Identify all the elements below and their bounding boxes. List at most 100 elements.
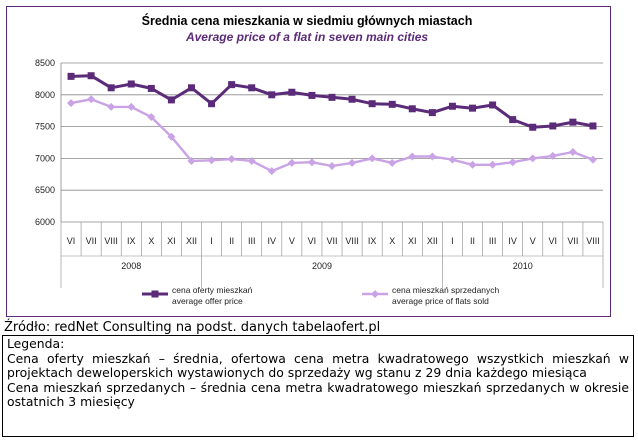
x-tick-label: I	[210, 236, 213, 246]
chart-title: Średnia cena mieszkania w siedmiu główny…	[142, 13, 473, 28]
data-point-offer	[208, 100, 216, 108]
legend-label-en: average offer price	[172, 296, 243, 306]
data-point-sold	[468, 160, 477, 169]
data-point-sold	[127, 102, 136, 111]
year-label: 2009	[312, 261, 332, 271]
legend-swatch-marker	[151, 290, 159, 298]
data-point-sold	[207, 156, 216, 165]
data-point-sold	[267, 167, 276, 176]
data-point-sold	[187, 156, 196, 165]
data-point-sold	[247, 156, 256, 165]
legend-explanation-box: Legenda: Cena oferty mieszkań – średnia,…	[2, 335, 634, 437]
data-point-offer	[448, 102, 456, 110]
x-tick-label: IV	[268, 236, 277, 246]
legend-heading: Legenda:	[7, 336, 65, 351]
source-note: Źródło: redNet Consulting na podst. dany…	[4, 320, 381, 335]
x-tick-label: XII	[186, 236, 197, 246]
data-point-offer	[127, 80, 135, 88]
x-tick-label: III	[248, 236, 256, 246]
x-tick-label: II	[229, 236, 234, 246]
x-tick-label: V	[289, 236, 295, 246]
x-tick-label: VIII	[586, 236, 600, 246]
data-point-sold	[167, 132, 176, 141]
data-point-sold	[348, 158, 357, 167]
data-point-sold	[488, 160, 497, 169]
data-point-sold	[448, 155, 457, 164]
x-tick-label: VIII	[104, 236, 118, 246]
data-point-offer	[268, 91, 276, 99]
data-point-offer	[408, 105, 416, 113]
x-tick-label: VII	[326, 236, 337, 246]
price-chart: Średnia cena mieszkania w siedmiu główny…	[35, 13, 604, 306]
x-tick-label: XI	[167, 236, 176, 246]
data-point-offer	[147, 84, 155, 92]
x-tick-label: VII	[567, 236, 578, 246]
data-point-sold	[287, 158, 296, 167]
x-tick-label: XI	[408, 236, 417, 246]
data-point-offer	[388, 100, 396, 108]
data-point-sold	[428, 152, 437, 161]
data-point-offer	[509, 116, 517, 124]
data-point-offer	[288, 88, 296, 96]
data-point-sold	[307, 158, 316, 167]
x-tick-label: X	[148, 236, 154, 246]
x-tick-label: V	[530, 236, 536, 246]
data-point-sold	[508, 158, 517, 167]
data-point-offer	[469, 104, 477, 112]
data-point-sold	[408, 152, 417, 161]
data-point-sold	[67, 99, 76, 108]
x-tick-label: IV	[508, 236, 517, 246]
x-tick-label: XII	[427, 236, 438, 246]
x-tick-label: II	[470, 236, 475, 246]
data-point-offer	[107, 84, 115, 92]
data-point-offer	[308, 91, 316, 99]
x-tick-label: IX	[368, 236, 377, 246]
x-tick-label: IX	[127, 236, 136, 246]
data-point-sold	[388, 158, 397, 167]
legend-swatch-marker	[371, 290, 379, 298]
y-tick-label: 8000	[35, 90, 55, 100]
x-tick-label: VI	[308, 236, 317, 246]
data-point-offer	[529, 123, 537, 131]
data-point-offer	[348, 95, 356, 103]
data-point-sold	[548, 151, 557, 160]
data-point-offer	[248, 84, 256, 92]
data-point-offer	[167, 96, 175, 104]
x-tick-label: VIII	[345, 236, 359, 246]
data-point-sold	[588, 155, 597, 164]
x-tick-label: III	[489, 236, 497, 246]
y-tick-label: 6500	[35, 185, 55, 195]
data-point-offer	[187, 84, 195, 92]
y-tick-label: 7000	[35, 153, 55, 163]
chart-subtitle: Average price of a flat in seven main ci…	[185, 30, 428, 44]
legend-label: cena mieszkań sprzedanych	[392, 285, 500, 295]
data-point-offer	[228, 81, 236, 89]
x-tick-label: VII	[86, 236, 97, 246]
data-point-offer	[368, 100, 376, 108]
x-tick-label: I	[451, 236, 454, 246]
x-tick-label: VI	[549, 236, 558, 246]
x-tick-label: X	[389, 236, 395, 246]
data-point-offer	[489, 101, 497, 109]
data-point-offer	[328, 93, 336, 101]
legend-label: cena oferty mieszkań	[172, 285, 253, 295]
chart-frame: Średnia cena mieszkania w siedmiu główny…	[6, 6, 611, 317]
legend-label-en: average price of flats sold	[392, 296, 489, 306]
data-point-offer	[67, 72, 75, 80]
legend-item-sold: Cena mieszkań sprzedanych – średnia cena…	[7, 379, 629, 410]
year-label: 2010	[513, 261, 533, 271]
x-tick-label: VI	[67, 236, 76, 246]
y-tick-label: 8500	[35, 58, 55, 68]
data-point-sold	[87, 95, 96, 104]
data-point-sold	[227, 155, 236, 164]
data-point-offer	[428, 109, 436, 117]
data-point-sold	[528, 154, 537, 163]
year-label: 2008	[121, 261, 141, 271]
data-point-sold	[568, 148, 577, 157]
data-point-offer	[569, 118, 577, 126]
y-tick-label: 7500	[35, 122, 55, 132]
data-point-offer	[87, 72, 95, 80]
data-point-sold	[368, 154, 377, 163]
legend-item-offer: Cena oferty mieszkań – średnia, ofertowa…	[7, 350, 629, 381]
